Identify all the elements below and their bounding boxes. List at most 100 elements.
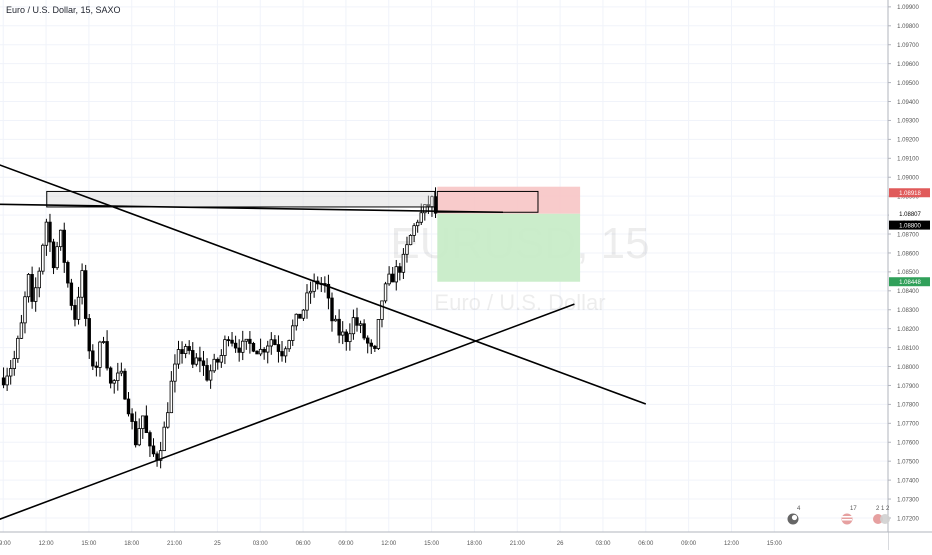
candle-body bbox=[73, 305, 77, 320]
current-price-tag[interactable] bbox=[889, 209, 930, 219]
candle-body bbox=[376, 319, 381, 349]
time-tick-label: 21:00 bbox=[167, 541, 183, 547]
candle-body bbox=[255, 350, 259, 355]
price-tick-label: 1.07200 bbox=[897, 516, 919, 522]
stop-loss-zone[interactable] bbox=[437, 186, 581, 214]
candle-body bbox=[105, 341, 109, 369]
candle-body bbox=[219, 355, 224, 363]
candle-body bbox=[230, 339, 234, 344]
descending-trendline[interactable] bbox=[0, 157, 647, 405]
candle-body bbox=[51, 241, 56, 269]
candle-body bbox=[308, 290, 313, 294]
price-axis[interactable]: 1.09900 1.09800 1.09700 1.09600 1.09500 1.094… bbox=[887, 0, 932, 550]
ideas-count: 4 bbox=[797, 506, 801, 512]
candle-body bbox=[312, 280, 316, 292]
candle-body bbox=[369, 342, 373, 347]
candle-body bbox=[55, 246, 59, 269]
candle-body bbox=[76, 296, 81, 320]
candle-body bbox=[133, 421, 138, 446]
target-price-tag-text: 1.08448 bbox=[899, 280, 921, 286]
time-tick-label: 03:00 bbox=[253, 541, 269, 547]
ascending-trendline[interactable] bbox=[0, 303, 575, 525]
events-icon[interactable]: 2 1 2 bbox=[872, 506, 892, 529]
candle-body bbox=[348, 333, 352, 343]
candle-body bbox=[112, 380, 116, 384]
target-price-tag[interactable] bbox=[889, 277, 930, 287]
stop-price-tag[interactable] bbox=[889, 188, 930, 198]
candle-body bbox=[233, 342, 238, 349]
time-axis[interactable]: 09:00 12:00 15:00 18:00 21:00 25 03:00 06:00 09:… bbox=[0, 531, 932, 550]
candle-body bbox=[212, 358, 216, 372]
candle-body bbox=[23, 296, 27, 324]
candle-body bbox=[280, 351, 284, 357]
candle-body bbox=[12, 358, 16, 369]
candle-body bbox=[116, 372, 120, 381]
take-profit-zone[interactable] bbox=[437, 213, 581, 282]
candle-body bbox=[273, 339, 277, 345]
price-tick-label: 1.08700 bbox=[897, 232, 919, 238]
candle-body bbox=[287, 340, 291, 350]
us-flag-icon[interactable]: 17 bbox=[840, 506, 857, 529]
candle-body bbox=[8, 368, 13, 377]
candle-body bbox=[291, 325, 295, 341]
candle-body bbox=[269, 339, 274, 347]
candle-body bbox=[16, 337, 20, 359]
candle-body bbox=[305, 292, 309, 311]
candle-body bbox=[362, 323, 366, 339]
candle-body bbox=[401, 253, 406, 273]
candle-body bbox=[248, 338, 252, 344]
ideas-icon[interactable]: 4 bbox=[786, 506, 800, 529]
candle-body bbox=[83, 270, 88, 319]
price-tick-label: 1.09200 bbox=[897, 138, 919, 144]
candle-body bbox=[419, 212, 423, 223]
candle-body bbox=[130, 413, 134, 422]
candle-body bbox=[355, 317, 359, 326]
time-tick-label: 18:00 bbox=[467, 541, 483, 547]
candle-body bbox=[415, 221, 420, 227]
time-tick-label: 18:00 bbox=[124, 541, 140, 547]
candle-body bbox=[365, 337, 370, 344]
entry-price-tag[interactable] bbox=[889, 220, 930, 230]
candle-body bbox=[237, 347, 241, 353]
candle-body bbox=[187, 346, 191, 351]
candle-body bbox=[341, 331, 345, 336]
candle-body bbox=[258, 348, 263, 355]
position-zones[interactable] bbox=[437, 186, 581, 282]
horizontal-resistance-line[interactable] bbox=[0, 203, 504, 214]
candle-body bbox=[298, 313, 302, 319]
time-tick-label: 15:00 bbox=[81, 541, 97, 547]
candle-body bbox=[241, 340, 245, 353]
candle-body bbox=[41, 244, 45, 272]
candle-body bbox=[148, 432, 152, 447]
drawings[interactable] bbox=[0, 157, 647, 525]
stop-price-tag-text: 1.08918 bbox=[899, 191, 921, 197]
candle-body bbox=[98, 341, 102, 368]
price-tick-label: 1.09300 bbox=[897, 119, 919, 125]
candle-body bbox=[216, 358, 220, 363]
candle-body bbox=[208, 370, 213, 381]
candle-body bbox=[244, 338, 249, 342]
candle-body bbox=[405, 244, 409, 255]
candle-body bbox=[262, 348, 266, 353]
events-count: 2 1 2 bbox=[876, 506, 890, 512]
candle-body bbox=[326, 283, 331, 299]
candle-body bbox=[201, 360, 206, 366]
candle-body bbox=[176, 349, 181, 365]
candle-body bbox=[19, 322, 24, 339]
candle-body bbox=[91, 350, 95, 367]
symbol-title: Euro / U.S. Dollar, 15, SAXO bbox=[6, 5, 121, 15]
watermark-subtitle: Euro / U.S. Dollar bbox=[434, 290, 605, 315]
resistance-rectangle[interactable] bbox=[46, 190, 436, 208]
price-tick-label: 1.08500 bbox=[897, 270, 919, 276]
time-axis-background bbox=[0, 532, 888, 550]
candle-body bbox=[333, 318, 338, 322]
price-tick-label: 1.07500 bbox=[897, 459, 919, 465]
candle-body bbox=[137, 428, 141, 446]
candle-body bbox=[119, 370, 124, 374]
candle-body bbox=[412, 225, 416, 236]
candle-body bbox=[398, 266, 402, 273]
price-tick-label: 1.09400 bbox=[897, 100, 919, 106]
current-price-tag-text: 1.08807 bbox=[899, 212, 921, 218]
